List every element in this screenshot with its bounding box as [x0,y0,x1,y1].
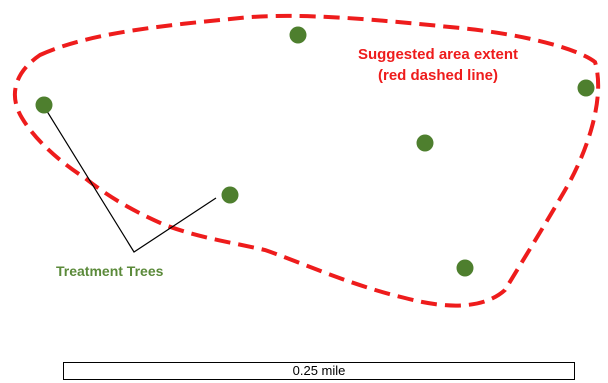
area-extent-label-line1: Suggested area extent [357,46,519,63]
tree-marker-icon [35,96,53,114]
tree-marker-icon [221,186,239,204]
tree-markers [35,26,595,277]
tree-marker-icon [416,134,434,152]
tree-marker-icon [456,259,474,277]
area-extent-label-line2: (red dashed line) [377,67,499,84]
leader-line [44,107,217,253]
scale-bar: 0.25 mile [63,362,575,380]
suggested-area-boundary [12,13,601,308]
area-extent-label: Suggested area extent (red dashed line) [348,44,528,86]
tree-marker-icon [289,26,307,44]
tree-marker-icon [577,79,595,97]
scale-bar-label: 0.25 mile [292,363,346,378]
treatment-trees-label: Treatment Trees [56,263,164,279]
